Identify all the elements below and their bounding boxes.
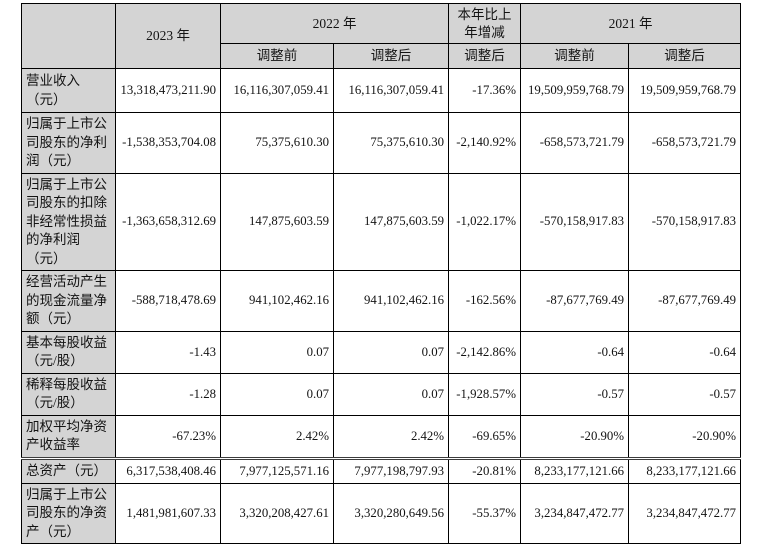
table-row-net-assets: 归属于上市公 司股东的净资 产（元） 1,481,981,607.33 3,32… xyxy=(21,482,741,544)
cell-2022-before: 3,320,208,427.61 xyxy=(220,482,334,544)
cell-2022-after: 75,375,610.30 xyxy=(333,112,449,174)
table-row-diluted-eps: 稀释每股收益 （元/股） -1.28 0.07 0.07 -1,928.57% … xyxy=(21,372,741,416)
table-row-net-profit-excl-nonrecurring: 归属于上市公 司股东的扣除 非经常性损益 的净利润 （元） -1,363,658… xyxy=(21,172,741,271)
cell-2023: 1,481,981,607.33 xyxy=(115,482,221,544)
col-header-2022: 2022 年 xyxy=(220,3,449,44)
table-row-revenue: 营业收入 （元） 13,318,473,211.90 16,116,307,05… xyxy=(21,68,741,113)
cell-change: -1,928.57% xyxy=(448,372,521,416)
cell-2022-after: 0.07 xyxy=(333,372,449,416)
cell-2022-after: 2.42% xyxy=(333,414,449,459)
cell-2021-after: 19,509,959,768.79 xyxy=(628,68,741,113)
table-row-total-assets: 总资产（元） 6,317,538,408.46 7,977,125,571.16… xyxy=(21,456,741,484)
cell-2022-before: 75,375,610.30 xyxy=(220,112,334,174)
row-label: 加权平均净资 产收益率 xyxy=(21,414,116,459)
cell-2022-before: 7,977,125,571.16 xyxy=(220,456,334,484)
col-header-2021: 2021 年 xyxy=(520,3,741,44)
cell-change: -162.56% xyxy=(448,270,521,332)
cell-2021-after: -87,677,769.49 xyxy=(628,270,741,332)
subheader-2022-after: 调整后 xyxy=(333,43,449,69)
cell-2021-before: -658,573,721.79 xyxy=(520,112,629,174)
cell-2022-before: 16,116,307,059.41 xyxy=(220,68,334,113)
table-row-basic-eps: 基本每股收益 （元/股） -1.43 0.07 0.07 -2,142.86% … xyxy=(21,330,741,374)
cell-2023: 13,318,473,211.90 xyxy=(115,68,221,113)
cell-change: -2,142.86% xyxy=(448,330,521,374)
cell-2021-after: 3,234,847,472.77 xyxy=(628,482,741,544)
cell-2023: -1,363,658,312.69 xyxy=(115,172,221,271)
financial-summary-table: 2023 年 2022 年 本年比上 年增减 2021 年 调整前 调整后 调整… xyxy=(21,3,741,544)
cell-2021-before: -0.64 xyxy=(520,330,629,374)
cell-2023: -588,718,478.69 xyxy=(115,270,221,332)
cell-2023: -1.28 xyxy=(115,372,221,416)
cell-2021-after: -20.90% xyxy=(628,414,741,459)
cell-2023: -1.43 xyxy=(115,330,221,374)
header-row-1: 2023 年 2022 年 本年比上 年增减 2021 年 xyxy=(21,3,741,69)
cell-2022-after: 16,116,307,059.41 xyxy=(333,68,449,113)
cell-2021-before: -20.90% xyxy=(520,414,629,459)
row-label: 经营活动产生 的现金流量净 额（元） xyxy=(21,270,116,332)
cell-2021-after: -570,158,917.83 xyxy=(628,172,741,271)
cell-2021-before: -0.57 xyxy=(520,372,629,416)
row-label: 归属于上市公 司股东的扣除 非经常性损益 的净利润 （元） xyxy=(21,172,116,271)
cell-2022-after: 0.07 xyxy=(333,330,449,374)
cell-2021-after: -0.57 xyxy=(628,372,741,416)
cell-2022-before: 2.42% xyxy=(220,414,334,459)
subheader-2021-before: 调整前 xyxy=(520,43,629,69)
cell-change: -20.81% xyxy=(448,456,521,484)
cell-change: -2,140.92% xyxy=(448,112,521,174)
cell-change: -17.36% xyxy=(448,68,521,113)
cell-2023: -1,538,353,704.08 xyxy=(115,112,221,174)
table-row-weighted-avg-roe: 加权平均净资 产收益率 -67.23% 2.42% 2.42% -69.65% … xyxy=(21,414,741,459)
subheader-2021-after: 调整后 xyxy=(628,43,741,69)
cell-2021-before: 19,509,959,768.79 xyxy=(520,68,629,113)
cell-2021-before: -570,158,917.83 xyxy=(520,172,629,271)
subheader-change-after: 调整后 xyxy=(448,43,521,69)
subheader-2022-before: 调整前 xyxy=(220,43,334,69)
corner-cell xyxy=(21,3,116,69)
cell-2021-before: 8,233,177,121.66 xyxy=(520,456,629,484)
cell-2021-after: -0.64 xyxy=(628,330,741,374)
cell-2022-after: 7,977,198,797.93 xyxy=(333,456,449,484)
table-row-operating-cash-flow: 经营活动产生 的现金流量净 额（元） -588,718,478.69 941,1… xyxy=(21,270,741,332)
cell-2022-after: 941,102,462.16 xyxy=(333,270,449,332)
cell-change: -69.65% xyxy=(448,414,521,459)
row-label: 稀释每股收益 （元/股） xyxy=(21,372,116,416)
row-label: 归属于上市公 司股东的净利 润（元） xyxy=(21,112,116,174)
cell-change: -1,022.17% xyxy=(448,172,521,271)
cell-2022-before: 0.07 xyxy=(220,372,334,416)
cell-2022-before: 0.07 xyxy=(220,330,334,374)
cell-2021-after: 8,233,177,121.66 xyxy=(628,456,741,484)
financial-summary: 2023 年 2022 年 本年比上 年增减 2021 年 调整前 调整后 调整… xyxy=(21,3,741,544)
cell-change: -55.37% xyxy=(448,482,521,544)
cell-2021-before: 3,234,847,472.77 xyxy=(520,482,629,544)
cell-2022-after: 3,320,280,649.56 xyxy=(333,482,449,544)
cell-2023: 6,317,538,408.46 xyxy=(115,456,221,484)
col-header-2023: 2023 年 xyxy=(115,3,221,69)
cell-2022-before: 147,875,603.59 xyxy=(220,172,334,271)
cell-2023: -67.23% xyxy=(115,414,221,459)
cell-2022-after: 147,875,603.59 xyxy=(333,172,449,271)
header-row-2: 调整前 调整后 调整后 调整前 调整后 xyxy=(22,43,741,69)
cell-2021-after: -658,573,721.79 xyxy=(628,112,741,174)
table-row-net-profit: 归属于上市公 司股东的净利 润（元） -1,538,353,704.08 75,… xyxy=(21,112,741,174)
row-label: 归属于上市公 司股东的净资 产（元） xyxy=(21,482,116,544)
col-header-change: 本年比上 年增减 xyxy=(448,3,521,44)
row-label: 营业收入 （元） xyxy=(21,68,116,113)
row-label: 总资产（元） xyxy=(21,456,116,484)
cell-2021-before: -87,677,769.49 xyxy=(520,270,629,332)
row-label: 基本每股收益 （元/股） xyxy=(21,330,116,374)
cell-2022-before: 941,102,462.16 xyxy=(220,270,334,332)
